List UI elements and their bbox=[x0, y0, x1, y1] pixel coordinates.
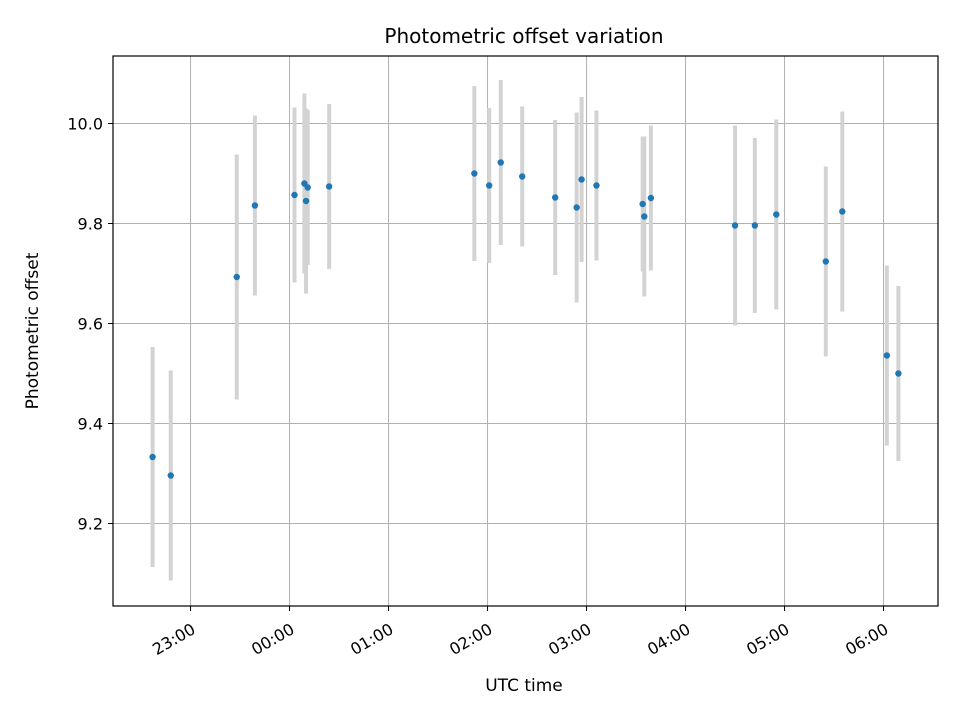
data-point bbox=[471, 170, 478, 177]
data-point bbox=[641, 213, 648, 220]
data-point bbox=[895, 370, 902, 377]
data-point bbox=[647, 194, 655, 202]
data-point bbox=[325, 183, 333, 190]
x-tick-label: 01:00 bbox=[347, 619, 396, 659]
data-point bbox=[304, 184, 311, 191]
data-point bbox=[731, 222, 739, 229]
data-point bbox=[578, 176, 585, 183]
x-tick-label: 05:00 bbox=[743, 619, 792, 659]
x-tick-label: 02:00 bbox=[446, 619, 495, 659]
x-axis-label: UTC time bbox=[485, 676, 563, 696]
y-tick-label: 9.8 bbox=[78, 215, 103, 234]
data-point bbox=[552, 194, 559, 201]
data-point bbox=[302, 197, 310, 205]
x-tick-label: 04:00 bbox=[644, 619, 693, 659]
y-axis-ticks: 9.2 9.4 9.6 9.8 10.0 bbox=[67, 115, 113, 534]
data-point bbox=[883, 352, 891, 359]
data-point bbox=[251, 202, 259, 209]
y-tick-label: 9.6 bbox=[78, 315, 103, 334]
data-point bbox=[593, 182, 600, 189]
x-axis-ticks: 23:00 00:00 01:00 02:00 03:00 04:00 05:00 06:00 bbox=[149, 606, 892, 659]
x-tick-label: 06:00 bbox=[842, 619, 891, 659]
x-tick-label: 03:00 bbox=[545, 619, 594, 659]
data-point bbox=[773, 211, 780, 218]
y-tick-label: 9.4 bbox=[78, 415, 103, 434]
data-point bbox=[233, 273, 240, 281]
y-tick-label: 9.2 bbox=[78, 515, 103, 534]
errorbars bbox=[150, 80, 901, 581]
y-tick-label: 10.0 bbox=[67, 115, 103, 134]
data-point bbox=[519, 173, 526, 180]
data-point bbox=[497, 159, 504, 166]
y-axis-label: Photometric offset bbox=[23, 252, 43, 409]
plot-frame bbox=[112, 55, 939, 607]
data-point bbox=[291, 191, 298, 199]
data-point bbox=[573, 204, 580, 211]
data-point bbox=[639, 200, 646, 208]
grid bbox=[113, 56, 938, 606]
x-tick-label: 00:00 bbox=[248, 619, 297, 659]
chart-title: Photometric offset variation bbox=[384, 24, 663, 48]
data-point bbox=[149, 453, 156, 461]
x-tick-label: 23:00 bbox=[149, 619, 198, 659]
data-point bbox=[167, 472, 174, 479]
data-point bbox=[822, 258, 829, 265]
data-point bbox=[751, 222, 759, 229]
data-point bbox=[839, 208, 846, 215]
data-points bbox=[149, 159, 902, 479]
data-point bbox=[486, 182, 493, 189]
